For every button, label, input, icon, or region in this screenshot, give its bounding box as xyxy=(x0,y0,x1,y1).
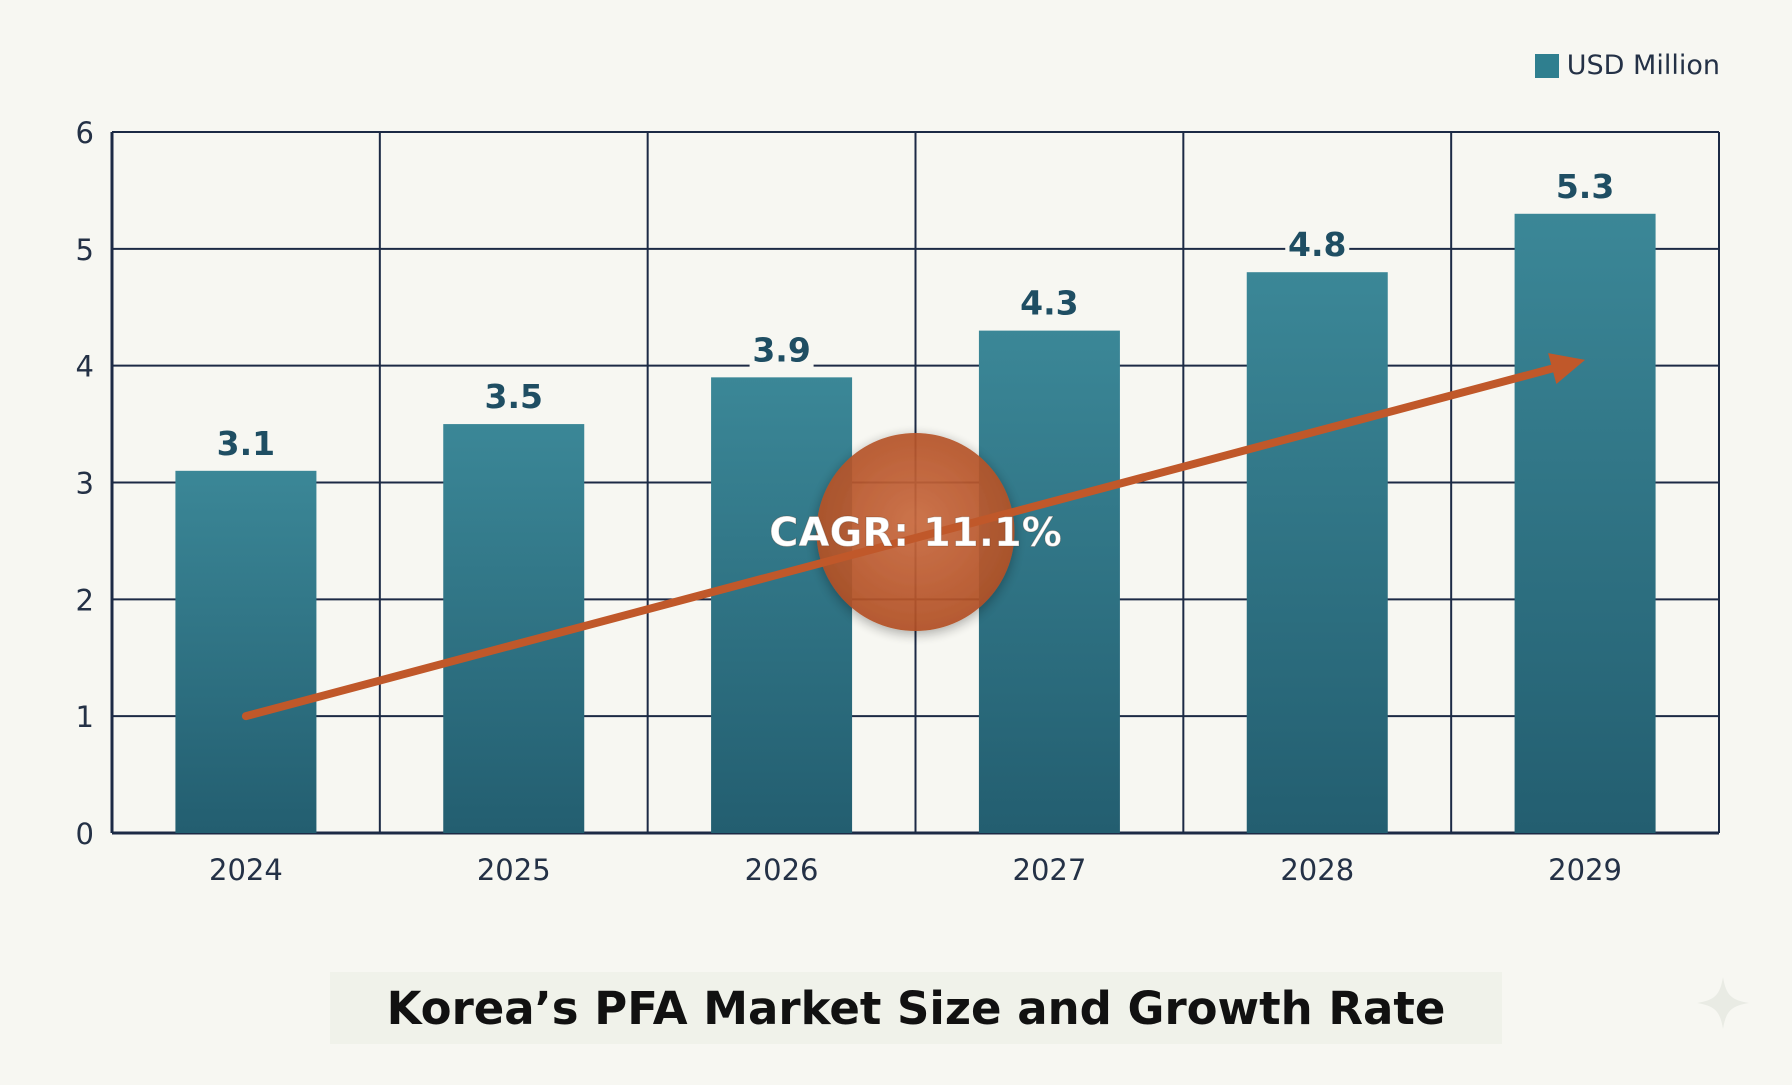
bar-2027 xyxy=(978,330,1120,833)
y-tick-label-4: 4 xyxy=(76,350,94,384)
legend-swatch xyxy=(1534,53,1559,78)
data-label-2029: 5.3 xyxy=(1556,167,1614,206)
data-label-bg-2026 xyxy=(749,333,814,368)
bar-2026 xyxy=(711,377,853,833)
sparkle-icon xyxy=(1697,977,1749,1029)
x-tick-label-2029: 2029 xyxy=(1548,853,1622,887)
bar-2024 xyxy=(175,470,317,833)
data-label-2028: 4.8 xyxy=(1288,225,1346,264)
x-tick-label-2025: 2025 xyxy=(477,853,551,887)
x-tick-label-2024: 2024 xyxy=(209,853,283,887)
cagr-label: CAGR: 11.1% xyxy=(769,510,1062,556)
x-tick-label-2027: 2027 xyxy=(1013,853,1087,887)
annotation-layer: CAGR: 11.1% xyxy=(241,353,1586,721)
x-tick-label-2028: 2028 xyxy=(1280,853,1354,887)
data-label-bg-2024 xyxy=(213,426,278,461)
bar-2029 xyxy=(1514,213,1656,834)
title-band: Korea’s PFA Market Size and Growth Rate xyxy=(330,972,1502,1044)
data-label-bg-2027 xyxy=(1017,286,1082,321)
cagr-arrow-line xyxy=(241,364,1557,721)
y-tick-label-0: 0 xyxy=(76,817,94,851)
x-tick-label-2026: 2026 xyxy=(745,853,819,887)
cagr-arrow-head xyxy=(1548,353,1586,385)
grid-layer xyxy=(110,131,1720,835)
y-tick-label-6: 6 xyxy=(76,116,94,150)
bar-2028 xyxy=(1246,272,1388,833)
data-label-2025: 3.5 xyxy=(485,377,543,416)
data-label-2027: 4.3 xyxy=(1020,284,1078,323)
data-label-bg-2029 xyxy=(1553,169,1618,204)
labels-layer: 0 1 2 3 4 5 6 3.1 2024 3.5 2025 3.9 2026 4.3 2027 4.8 20… xyxy=(76,116,1622,887)
legend-label: USD Million xyxy=(1566,50,1720,81)
y-tick-label-5: 5 xyxy=(76,233,94,267)
y-tick-label-3: 3 xyxy=(76,467,94,501)
y-tick-label-2: 2 xyxy=(76,583,94,617)
cagr-circle xyxy=(816,433,1015,631)
y-tick-label-1: 1 xyxy=(76,700,94,734)
data-label-bg-2028 xyxy=(1285,228,1350,263)
bars-layer xyxy=(175,213,1656,834)
data-label-bg-2025 xyxy=(481,380,546,415)
chart-title: Korea’s PFA Market Size and Growth Rate xyxy=(386,981,1446,1035)
data-label-2026: 3.9 xyxy=(752,330,810,369)
data-label-2024: 3.1 xyxy=(217,424,275,463)
legend: USD Million xyxy=(1534,50,1720,81)
